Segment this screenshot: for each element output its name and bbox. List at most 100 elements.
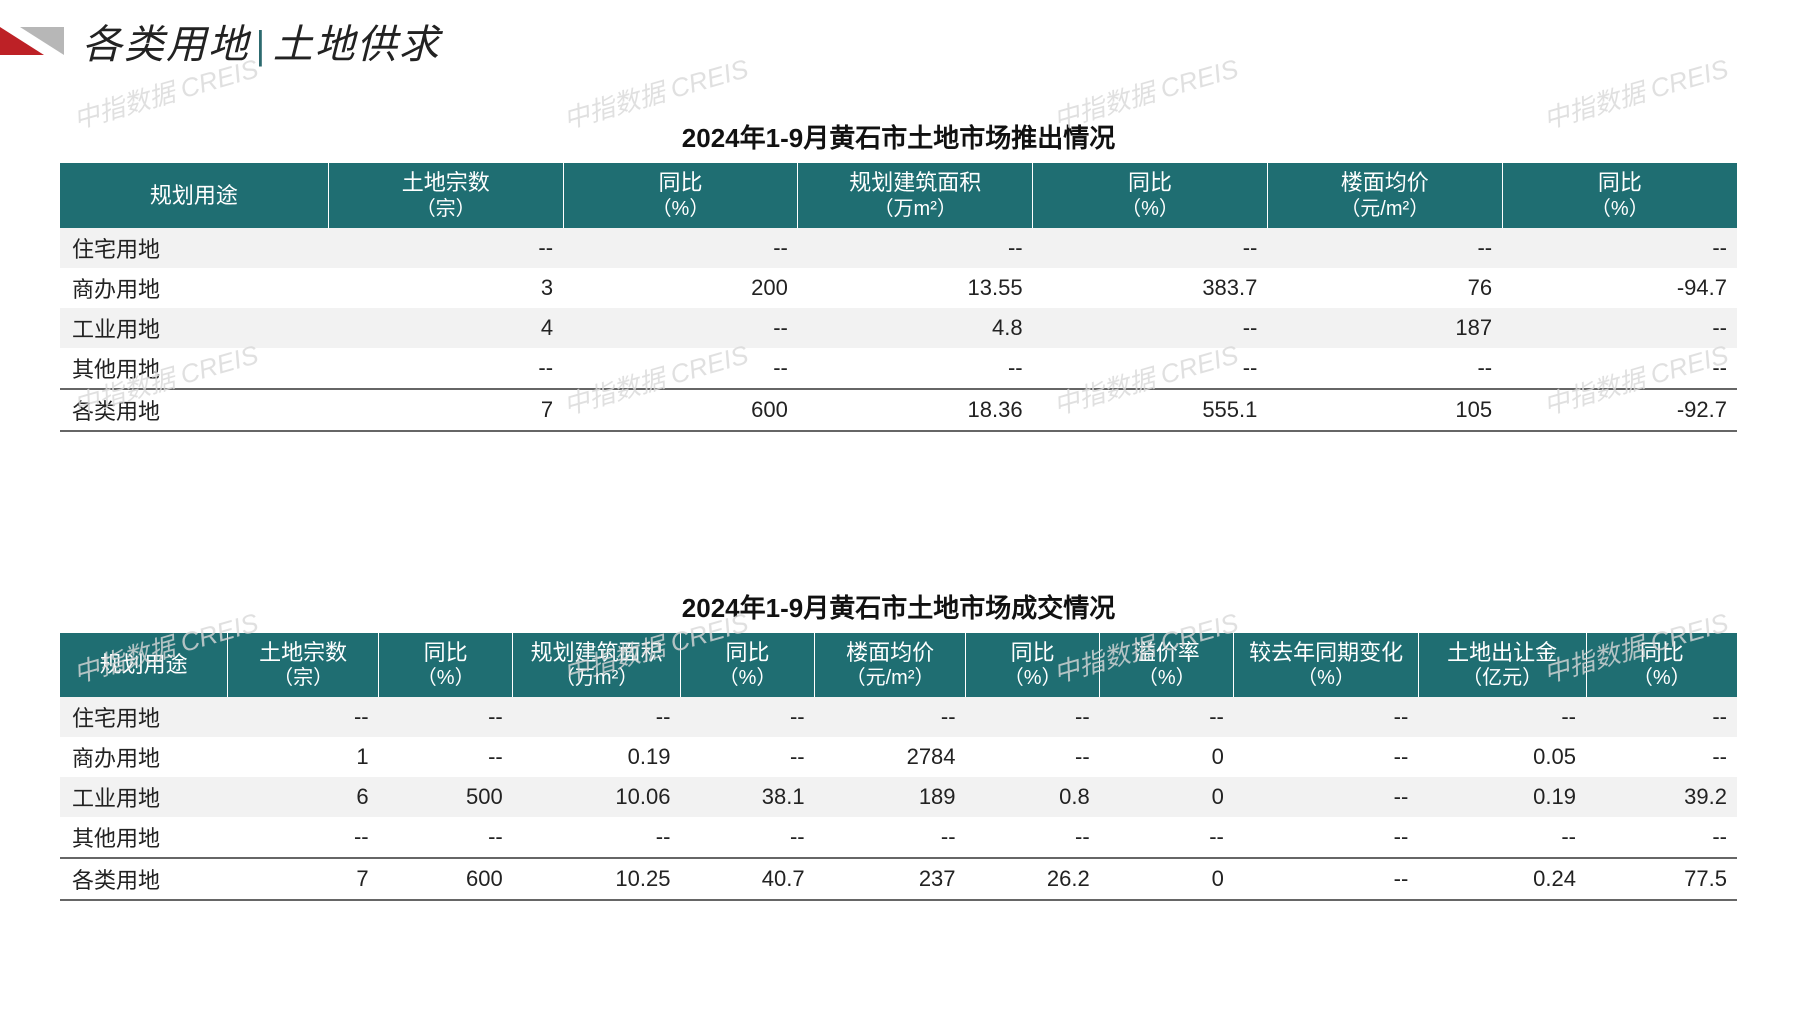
table2-cell: -- xyxy=(228,817,379,858)
table1-cell: 其他用地 xyxy=(60,348,328,389)
table2-cell: -- xyxy=(680,697,814,737)
table2-cell: 1 xyxy=(228,737,379,777)
table1-col-main-2: 同比 xyxy=(658,170,702,195)
table1-col-1: 土地宗数（宗） xyxy=(328,163,563,228)
table2-col-sub-1: （宗） xyxy=(232,666,374,691)
table1-col-sub-5: （元/m²） xyxy=(1272,197,1498,222)
table2-col-sub-4: （%） xyxy=(685,666,810,691)
table1-col-2: 同比（%） xyxy=(563,163,798,228)
table2-col-main-2: 同比 xyxy=(424,640,468,665)
table1-cell: -- xyxy=(1502,348,1737,389)
table2-row: 住宅用地-------------------- xyxy=(60,697,1737,737)
table1-cell: 187 xyxy=(1267,308,1502,348)
table2-col-main-3: 规划建筑面积 xyxy=(531,640,663,665)
table2-cell: 39.2 xyxy=(1586,777,1737,817)
table2-cell: -- xyxy=(1234,858,1418,900)
table1-col-sub-4: （%） xyxy=(1037,197,1263,222)
table1-cell: -- xyxy=(1267,348,1502,389)
table2-cell: -- xyxy=(513,697,681,737)
table2-cell: 26.2 xyxy=(966,858,1100,900)
table2-row: 其他用地-------------------- xyxy=(60,817,1737,858)
table2-cell: 住宅用地 xyxy=(60,697,228,737)
table1-header-row: 规划用途土地宗数（宗）同比（%）规划建筑面积（万m²）同比（%）楼面均价（元/m… xyxy=(60,163,1737,228)
table2-col-sub-8: （%） xyxy=(1238,666,1413,691)
table2-cell: 商办用地 xyxy=(60,737,228,777)
table2-cell: 0.19 xyxy=(1418,777,1586,817)
table2-header-row: 规划用途土地宗数（宗）同比（%）规划建筑面积（万m²）同比（%）楼面均价（元/m… xyxy=(60,633,1737,698)
table2-cell: -- xyxy=(1100,817,1234,858)
table1-cell: -- xyxy=(1502,228,1737,268)
table1-col-0: 规划用途 xyxy=(60,163,328,228)
table2-cell: -- xyxy=(815,817,966,858)
table2-col-8: 较去年同期变化（%） xyxy=(1234,633,1418,698)
table1-col-sub-2: （%） xyxy=(568,197,794,222)
table1-cell: -- xyxy=(563,228,798,268)
table1-col-main-6: 同比 xyxy=(1598,170,1642,195)
table2-title: 2024年1-9月黄石市土地市场成交情况 xyxy=(60,588,1737,625)
table1-row: 商办用地320013.55383.776-94.7 xyxy=(60,268,1737,308)
logo-triangle-red xyxy=(0,27,44,55)
table1-col-main-0: 规划用途 xyxy=(150,183,238,208)
table2-col-7: 溢价率（%） xyxy=(1100,633,1234,698)
table1-cell: -- xyxy=(1033,308,1268,348)
table1-cell: 76 xyxy=(1267,268,1502,308)
table2-col-sub-6: （%） xyxy=(970,666,1095,691)
table1-cell: -- xyxy=(1033,348,1268,389)
table1-cell: 7 xyxy=(328,389,563,431)
table2-col-3: 规划建筑面积（万m²） xyxy=(513,633,681,698)
table1-col-main-5: 楼面均价 xyxy=(1341,170,1429,195)
table1-title: 2024年1-9月黄石市土地市场推出情况 xyxy=(60,118,1737,155)
table1-cell: 各类用地 xyxy=(60,389,328,431)
table2-cell: -- xyxy=(1586,697,1737,737)
table2-col-main-8: 较去年同期变化 xyxy=(1249,640,1403,665)
table2-cell: -- xyxy=(1234,697,1418,737)
table2-cell: -- xyxy=(966,737,1100,777)
table2-cell: 0 xyxy=(1100,737,1234,777)
table1-col-main-3: 规划建筑面积 xyxy=(849,170,981,195)
table1-col-sub-3: （万m²） xyxy=(802,197,1028,222)
table2-cell: -- xyxy=(680,737,814,777)
table2-cell: -- xyxy=(379,817,513,858)
table1-cell: -92.7 xyxy=(1502,389,1737,431)
table2-cell: -- xyxy=(228,697,379,737)
page-header: 各类用地|土地供求 xyxy=(0,0,1797,82)
table2-col-main-7: 溢价率 xyxy=(1134,640,1200,665)
table2-cell: 7 xyxy=(228,858,379,900)
table1-col-main-4: 同比 xyxy=(1128,170,1172,195)
table2-col-main-6: 同比 xyxy=(1011,640,1055,665)
table2-cell: -- xyxy=(1234,777,1418,817)
table2-cell: 其他用地 xyxy=(60,817,228,858)
table1-cell: -- xyxy=(328,348,563,389)
table1-col-3: 规划建筑面积（万m²） xyxy=(798,163,1033,228)
table1-cell: 3 xyxy=(328,268,563,308)
table1-row: 工业用地4--4.8--187-- xyxy=(60,308,1737,348)
table2-cell: -- xyxy=(1586,817,1737,858)
table2-col-6: 同比（%） xyxy=(966,633,1100,698)
title-separator: | xyxy=(256,22,267,67)
table2-col-main-9: 土地出让金 xyxy=(1447,640,1557,665)
table1-cell: -- xyxy=(1267,228,1502,268)
table2-cell: 77.5 xyxy=(1586,858,1737,900)
table1-cell: 383.7 xyxy=(1033,268,1268,308)
table1-cell: 4 xyxy=(328,308,563,348)
table2-cell: -- xyxy=(815,697,966,737)
table1-cell: -- xyxy=(563,348,798,389)
table2-row: 商办用地1--0.19--2784--0--0.05-- xyxy=(60,737,1737,777)
table2-row: 工业用地650010.0638.11890.80--0.1939.2 xyxy=(60,777,1737,817)
table2-col-10: 同比（%） xyxy=(1586,633,1737,698)
table1-col-4: 同比（%） xyxy=(1033,163,1268,228)
table2-cell: 工业用地 xyxy=(60,777,228,817)
table1-col-main-1: 土地宗数 xyxy=(402,170,490,195)
table1-cell: -- xyxy=(328,228,563,268)
table2-col-sub-3: （万m²） xyxy=(517,666,676,691)
table2-cell: 600 xyxy=(379,858,513,900)
table2-cell: -- xyxy=(966,817,1100,858)
table1-col-6: 同比（%） xyxy=(1502,163,1737,228)
table2-col-9: 土地出让金（亿元） xyxy=(1418,633,1586,698)
table2-cell: -- xyxy=(1234,817,1418,858)
table1-row: 其他用地------------ xyxy=(60,348,1737,389)
table2-cell: -- xyxy=(1586,737,1737,777)
table2-col-sub-2: （%） xyxy=(383,666,508,691)
table2-cell: -- xyxy=(1418,817,1586,858)
table1: 规划用途土地宗数（宗）同比（%）规划建筑面积（万m²）同比（%）楼面均价（元/m… xyxy=(60,163,1737,432)
